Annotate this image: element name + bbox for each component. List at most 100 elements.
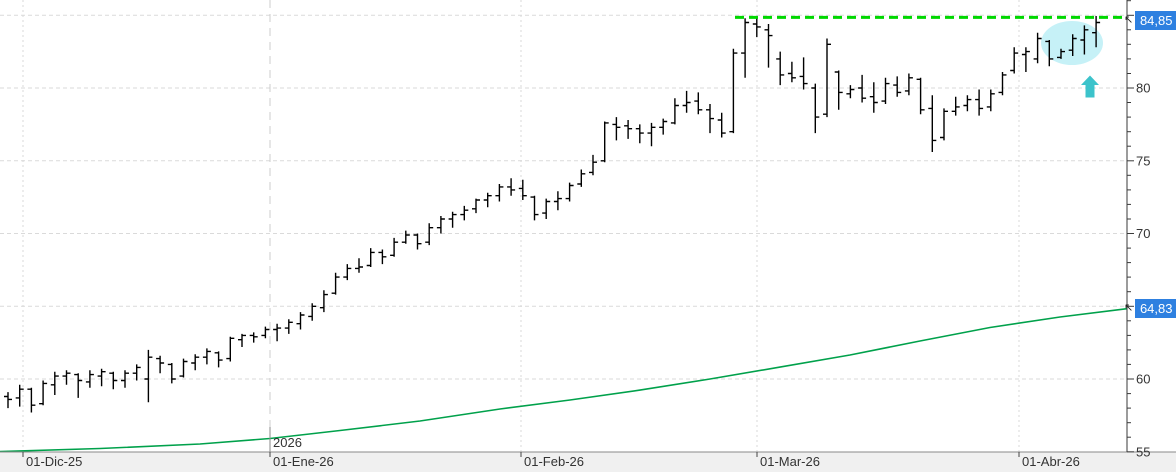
ohlc-bar [986, 89, 995, 112]
time-axis: 01-Dic-25 01-Ene-26 01-Feb-26 01-Mar-26 01-A… [0, 427, 1176, 472]
ohlc-bar [132, 364, 141, 381]
ohlc-bar [1010, 47, 1019, 74]
ohlc-bar [811, 83, 820, 134]
svg-text:01-Dic-25: 01-Dic-25 [26, 454, 82, 469]
ohlc-bar [39, 380, 48, 406]
ohlc-bar [273, 323, 282, 342]
ma-price-label: 64,83 [1135, 299, 1176, 318]
ohlc-bar [624, 120, 633, 139]
ohlc-bar [202, 348, 211, 365]
ohlc-bar [413, 233, 422, 250]
ma-price-tag: ↖ 64,83 [1124, 299, 1176, 318]
ohlc-bar [928, 95, 937, 152]
ohlc-bar [425, 223, 434, 246]
last-price-label: 84,85 [1135, 11, 1176, 30]
ohlc-bar [308, 303, 317, 321]
ohlc-bar [542, 198, 551, 219]
ohlc-bar [589, 154, 597, 176]
ohlc-bar [940, 108, 948, 141]
ohlc-bar [1021, 47, 1030, 72]
ohlc-bar [507, 178, 516, 196]
ohlc-bar [659, 118, 668, 135]
ohlc-bar [647, 122, 656, 147]
ohlc-bar [144, 349, 153, 403]
ohlc-bar [975, 89, 984, 116]
ohlc-bar [577, 169, 586, 187]
ohlc-bar [1092, 16, 1101, 48]
ohlc-bar [694, 92, 703, 115]
ohlc-bar [799, 57, 808, 90]
ohlc-bar [483, 192, 492, 208]
ohlc-bar [436, 216, 445, 234]
ohlc-bar [343, 264, 352, 281]
ohlc-bar [15, 384, 24, 407]
svg-text:01-Feb-26: 01-Feb-26 [524, 454, 584, 469]
up-arrow-icon [1081, 75, 1099, 98]
ohlc-bar [998, 72, 1007, 96]
ohlc-bar [167, 363, 176, 384]
ohlc-bar [296, 312, 305, 330]
ohlc-bar [916, 77, 925, 115]
axis-pointer-icon: ↖ [1124, 302, 1134, 314]
ohlc-bar [74, 373, 83, 398]
ohlc-bar [670, 98, 679, 125]
ohlc-bar [1057, 48, 1065, 59]
svg-text:01-Mar-26: 01-Mar-26 [760, 454, 820, 469]
price-tick-label: 70 [1136, 226, 1150, 241]
axis-pointer-icon: ↖ [1124, 14, 1134, 26]
price-axis: 80 75 70 60 55 [1126, 0, 1150, 459]
ohlc-bar [319, 290, 328, 313]
ohlc-bar [881, 77, 890, 104]
price-tick-label: 60 [1136, 372, 1150, 387]
ohlc-bar [846, 85, 855, 99]
ohlc-bar [717, 112, 726, 138]
ohlc-bar [764, 24, 773, 68]
ohlc-bar [390, 237, 399, 257]
ohlc-bars [4, 16, 1101, 413]
ohlc-bar [787, 61, 796, 83]
ohlc-bar [401, 230, 410, 244]
ohlc-bar [238, 333, 246, 347]
year-divider-label: 2026 [273, 435, 302, 450]
ohlc-bar [249, 332, 258, 343]
ohlc-bar [261, 326, 270, 339]
ohlc-bar [1033, 32, 1042, 64]
ohlc-bar [226, 336, 235, 362]
ohlc-bar [858, 74, 867, 103]
ohlc-bar [553, 191, 562, 211]
last-price-tag: ↖ 84,85 [1124, 11, 1176, 30]
ohlc-bar [518, 179, 527, 200]
ohlc-bar [97, 368, 106, 387]
ohlc-bar [156, 355, 165, 374]
ohlc-bar [565, 182, 574, 202]
ohlc-bar [729, 48, 738, 134]
ohlc-bar [179, 358, 188, 378]
ohlc-bar [951, 96, 960, 116]
ohlc-bar [214, 351, 223, 368]
ohlc-bar [331, 272, 340, 295]
ohlc-bar [50, 371, 59, 395]
ohlc-bar [752, 16, 761, 38]
ohlc-bar [1080, 25, 1089, 55]
ohlc-bar [191, 354, 200, 371]
ohlc-bar [963, 95, 972, 112]
price-tick-label: 80 [1136, 81, 1150, 96]
ohlc-bar [776, 51, 785, 86]
ohlc-bar [869, 82, 878, 113]
ohlc-bar [121, 370, 129, 388]
ohlc-bar [460, 205, 469, 221]
ohlc-bar [4, 392, 12, 409]
ohlc-bar [85, 370, 94, 388]
ohlc-bar [530, 195, 539, 221]
ohlc-bar [448, 211, 457, 228]
ohlc-bar [62, 370, 71, 385]
ohlc-bar [495, 184, 504, 202]
price-tick-label: 55 [1136, 444, 1150, 459]
ohlc-bar [366, 248, 375, 267]
svg-text:01-Ene-26: 01-Ene-26 [273, 454, 334, 469]
grid-horizontal [0, 14, 1127, 380]
ohlc-bar [472, 198, 480, 214]
ohlc-bar [27, 387, 36, 413]
